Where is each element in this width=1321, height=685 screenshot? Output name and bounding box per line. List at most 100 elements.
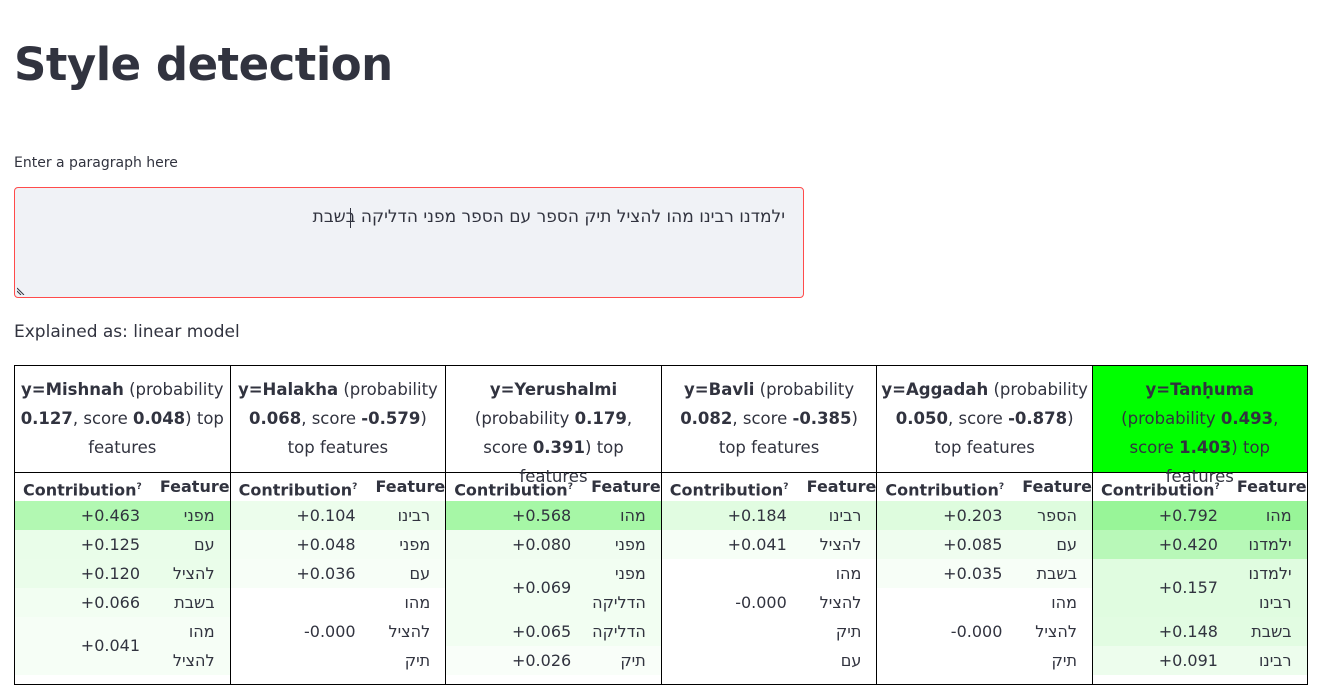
contribution-header: Contribution? [231, 473, 368, 501]
column-header-row: Contribution? Feature [231, 473, 446, 501]
feature-value: עם [368, 559, 446, 588]
class-table: y=Aggadah (probability 0.050, score -0.8… [876, 365, 1092, 685]
feature-value: מהו [368, 588, 446, 617]
column-header-row: Contribution? Feature [1093, 473, 1307, 501]
feature-value: בשבת [1230, 617, 1307, 646]
contribution-value: +0.048 [296, 535, 356, 554]
contribution-value: -0.000 [304, 622, 356, 641]
feature-value: להציל [799, 588, 877, 617]
feature-word: מפני [399, 535, 431, 554]
feature-value: ילמדנו [1230, 530, 1307, 559]
contribution-header-label: Contribution [885, 480, 999, 500]
table-row: +0.035 בשבת [877, 559, 1092, 588]
feature-word: מהו [1051, 593, 1077, 612]
probability-value: 0.179 [574, 409, 627, 428]
score-value: -0.385 [792, 409, 852, 428]
top-features-text: ) top features [519, 438, 624, 486]
contribution-value: +0.091 [1158, 651, 1218, 670]
feature-word: עם [1056, 535, 1077, 554]
table-row: מהו [877, 588, 1092, 617]
contribution-value: +0.792 [1158, 506, 1218, 525]
contribution-help: ? [783, 482, 789, 492]
top-features-text: ) top features [1165, 438, 1271, 486]
feature-word: עם [409, 564, 431, 583]
class-table: y=Halakha (probability 0.068, score -0.5… [229, 365, 446, 685]
contribution-value: +0.066 [80, 593, 140, 612]
feature-word: רבינו [828, 506, 862, 525]
score-text: , score [301, 409, 362, 428]
feature-value: מהו להציל [152, 617, 230, 675]
feature-value: רבינו [1230, 646, 1307, 675]
feature-word: להציל [819, 593, 862, 612]
feature-word: מפני [614, 564, 646, 583]
probability-text: (probability [123, 380, 224, 399]
contribution-header-label: Contribution [238, 480, 353, 500]
feature-value: להציל [1014, 617, 1092, 646]
table-row: +0.463 מפני [15, 501, 230, 530]
feature-value: תיק [583, 646, 661, 675]
probability-text: (probability [474, 409, 575, 428]
feature-value: מפני [152, 501, 230, 530]
contribution-value: +0.069 [511, 578, 572, 597]
table-row: +0.041 מהו להציל [15, 617, 230, 675]
paragraph-input-value[interactable]: ילמדנו רבינו מהו להציל תיק הספר עם הספר … [312, 207, 785, 227]
class-header: y=Halakha (probability 0.068, score -0.5… [230, 366, 446, 473]
feature-word: ילמדנו [1248, 535, 1292, 554]
contribution-value: +0.463 [80, 506, 140, 525]
feature-value: רבינו [368, 501, 446, 530]
table-row: תיק [230, 646, 446, 675]
table-row: תיק [661, 617, 877, 646]
contribution-value: +0.157 [1158, 578, 1218, 597]
table-row: +0.157 ילמדנו רבינו [1092, 559, 1307, 617]
feature-value: תיק [1014, 646, 1092, 675]
column-header-row: Contribution? Feature [877, 473, 1092, 501]
contribution-header: Contribution? [1093, 473, 1229, 501]
table-row: +0.085 עם [877, 530, 1092, 559]
table-row: +0.091 רבינו [1092, 646, 1307, 675]
class-label: y=Tanḥuma [1145, 380, 1254, 399]
feature-word: ילמדנו [1248, 564, 1292, 583]
table-row: מהו [230, 588, 446, 617]
contribution-help: ? [352, 482, 358, 492]
class-table: y=Bavli (probability 0.082, score -0.385… [660, 365, 877, 685]
table-row: -0.000 להציל [230, 617, 446, 646]
table-row: +0.080 מפני [446, 530, 661, 559]
page-title: Style detection [14, 38, 393, 91]
top-features-text: ) top features [287, 409, 427, 457]
contribution-value [662, 617, 799, 646]
feature-value: תיק [799, 617, 877, 646]
contribution-value [662, 646, 799, 675]
score-text: , score [732, 409, 793, 428]
feature-word: מהו [1265, 506, 1292, 525]
class-label: y=Halakha [237, 380, 339, 399]
feature-value: הספר [1014, 501, 1092, 530]
contribution-value: +0.203 [943, 506, 1003, 525]
feature-word: תיק [404, 651, 431, 670]
probability-value: 0.050 [895, 409, 948, 428]
contribution-value: +0.041 [727, 535, 787, 554]
contribution-header-label: Contribution [23, 480, 137, 500]
contribution-value [231, 588, 368, 617]
resize-handle-icon[interactable] [17, 285, 27, 295]
contribution-help: ? [567, 482, 573, 492]
contribution-header-label: Contribution [669, 480, 784, 500]
feature-value: עם [152, 530, 230, 559]
feature-word: להציל [172, 564, 215, 583]
feature-word: להציל [388, 622, 431, 641]
column-header-row: Contribution? Feature [446, 473, 661, 501]
score-value: -0.579 [361, 409, 421, 428]
table-row: +0.203 הספר [877, 501, 1092, 530]
contribution-value: +0.104 [296, 506, 356, 525]
feature-value: מפני [583, 530, 661, 559]
feature-word: מפני [614, 535, 646, 554]
contribution-value: +0.420 [1158, 535, 1218, 554]
contribution-value: +0.036 [296, 564, 356, 583]
feature-header: Feature [1022, 477, 1092, 496]
contribution-header-label: Contribution [1100, 480, 1215, 500]
paragraph-input[interactable]: ילמדנו רבינו מהו להציל תיק הספר עם הספר … [14, 187, 804, 298]
feature-word: להציל [172, 651, 215, 670]
feature-word: רבינו [1258, 593, 1292, 612]
score-value: 0.391 [532, 438, 586, 457]
contribution-value: +0.184 [727, 506, 787, 525]
feature-word: מפני [183, 506, 215, 525]
